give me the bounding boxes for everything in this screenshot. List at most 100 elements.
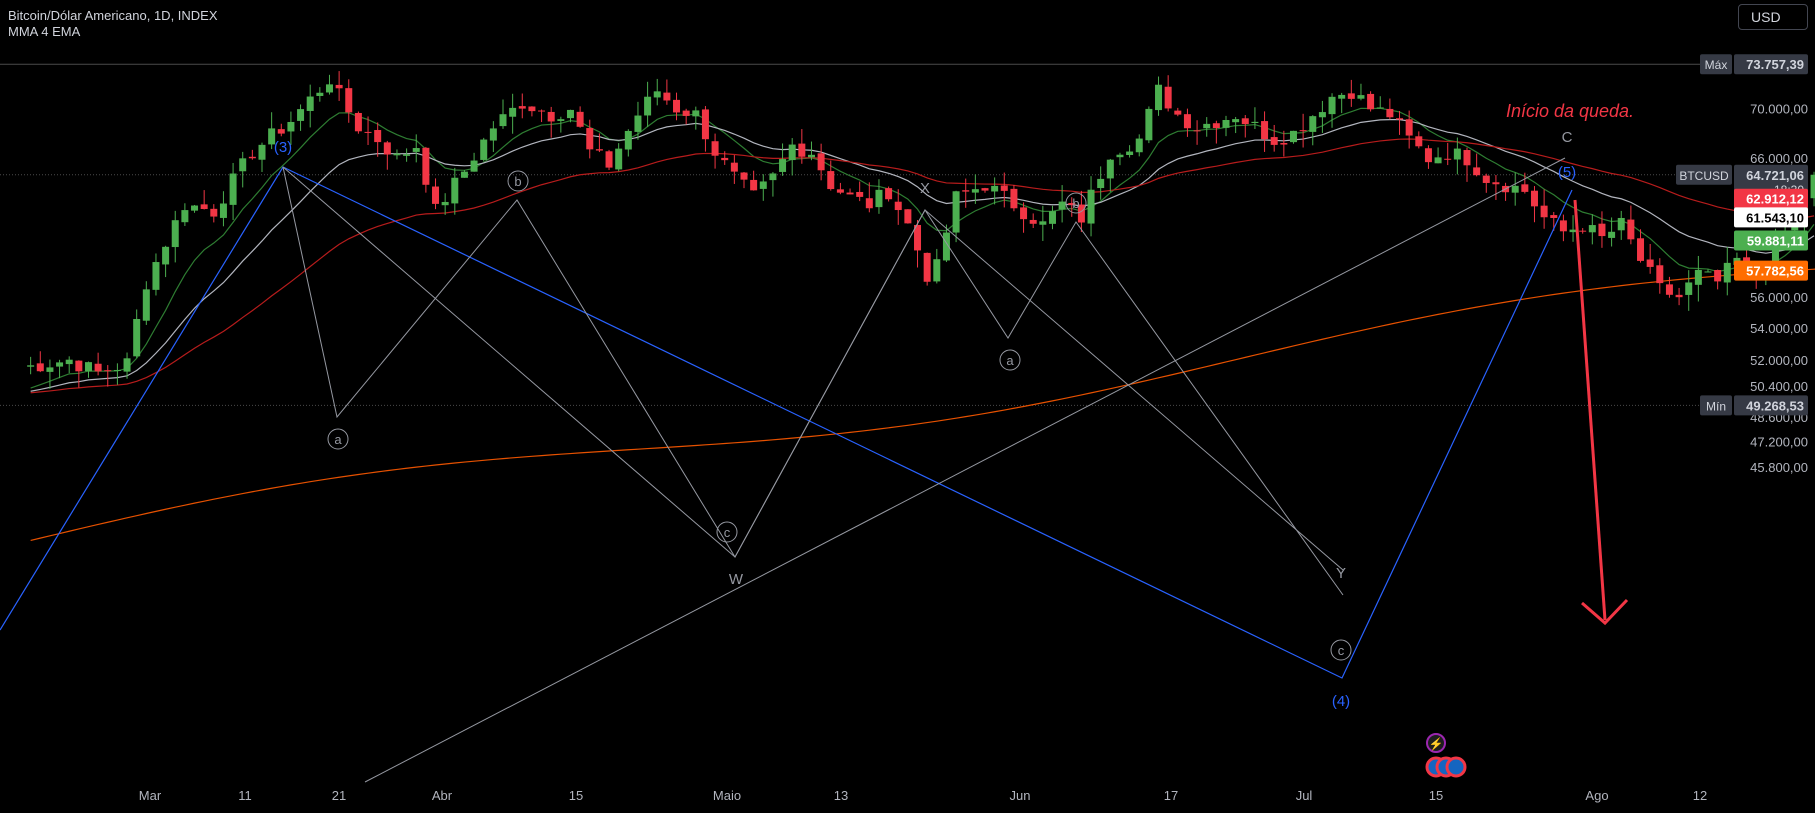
candle (1502, 182, 1510, 201)
candle-body (682, 110, 690, 116)
candle (673, 92, 681, 121)
candle-body (268, 128, 276, 145)
candle (933, 248, 941, 284)
fall-arrow-head (1581, 598, 1629, 626)
candle (142, 281, 150, 325)
y-tick-label: 47.200,00 (1750, 435, 1808, 450)
candle-body (489, 128, 497, 141)
candle-body (1174, 110, 1182, 115)
candle (1714, 269, 1722, 290)
candle (1145, 106, 1153, 144)
candle (1289, 130, 1297, 144)
lightning-icon-glyph: ⚡ (1429, 737, 1444, 751)
candle-body (1183, 114, 1191, 129)
candle (914, 220, 922, 268)
candle-body (316, 92, 324, 96)
candle-body (1424, 148, 1432, 163)
candle-body (46, 367, 54, 372)
candle-body (701, 109, 709, 140)
candle (1087, 176, 1095, 237)
x-tick-label: 11 (238, 788, 252, 803)
wave-label-b: b (1072, 196, 1079, 211)
candle-body (1328, 96, 1336, 115)
candle-body (1405, 119, 1413, 136)
candle (1415, 131, 1423, 149)
candle (1444, 142, 1452, 166)
candle-body (1482, 175, 1490, 183)
chart-grid (0, 63, 1700, 406)
candle (566, 109, 574, 123)
candle-body (1617, 217, 1625, 231)
price-label-bg (1734, 230, 1808, 251)
candle-body (210, 208, 218, 217)
candle-body (1656, 265, 1664, 284)
candle-body (1270, 137, 1278, 145)
candle-body (441, 201, 449, 206)
wxy-wave-line (282, 166, 1344, 571)
candle (1116, 152, 1124, 166)
candle (1386, 98, 1394, 120)
candle-body (1559, 220, 1567, 232)
candle-body (1058, 201, 1066, 210)
wave-label-a: a (1006, 353, 1014, 368)
wave-label-a-ring (999, 349, 1021, 371)
candle (268, 112, 276, 150)
candle (277, 123, 285, 137)
candle (923, 252, 931, 286)
candle-body (634, 115, 642, 132)
candle (1376, 96, 1384, 109)
candle (1000, 172, 1008, 208)
abc-wave-line (282, 166, 1344, 596)
candle (480, 137, 488, 162)
candle-body (557, 119, 565, 121)
ema-red (30, 138, 1815, 394)
candle (586, 119, 594, 159)
lightning-icon[interactable] (1426, 733, 1446, 753)
symbol-title[interactable]: Bitcoin/Dólar Americano, 1D, INDEX (8, 8, 218, 23)
candle-body (1212, 123, 1220, 129)
candle (335, 71, 343, 101)
candle (1598, 211, 1606, 248)
candle (1241, 115, 1249, 138)
event-icons[interactable]: ⚡ (1425, 733, 1467, 778)
candle-body (779, 159, 787, 172)
candle (1251, 107, 1259, 130)
price-labels: Máx73.757,39BTCUSD64.721,0618:3062.912,1… (1676, 54, 1808, 416)
candle-body (27, 365, 35, 367)
candle-body (1338, 94, 1346, 99)
candle (36, 351, 44, 373)
candle (1723, 246, 1731, 296)
candle (846, 188, 854, 195)
y-axis[interactable]: 82.000,0078.000,0070.000,0066.000,0056.0… (1750, 0, 1808, 475)
x-tick-label: Jun (1010, 788, 1031, 803)
candle (827, 160, 835, 191)
indicator-title[interactable]: MMA 4 EMA (8, 24, 81, 39)
candle-body (1048, 211, 1056, 224)
wave-label-b: b (514, 174, 521, 189)
candle (1203, 117, 1211, 137)
candle-body (133, 318, 141, 357)
ema-white (30, 119, 1815, 392)
candle (1569, 215, 1577, 242)
candle (1135, 134, 1143, 157)
candle (1424, 145, 1432, 169)
candle-body (817, 153, 825, 171)
price-tag: Máx (1705, 58, 1728, 72)
wave-label-4: (4) (1332, 693, 1350, 710)
candle (769, 172, 777, 197)
candle (1020, 202, 1028, 233)
candle (1453, 137, 1461, 175)
candle-body (1473, 167, 1481, 176)
us-flag-icon[interactable] (1445, 756, 1467, 778)
candle-body (1299, 130, 1307, 132)
currency-button[interactable]: USD (1738, 4, 1808, 30)
candle (1068, 197, 1076, 217)
candle-body (1771, 237, 1779, 267)
candle-body (1714, 270, 1722, 282)
candle-body (1020, 207, 1028, 220)
price-tag: BTCUSD (1679, 169, 1729, 183)
price-label: 62.912,12 (1734, 188, 1808, 209)
candle (1588, 214, 1596, 245)
candle-body (1453, 148, 1461, 160)
